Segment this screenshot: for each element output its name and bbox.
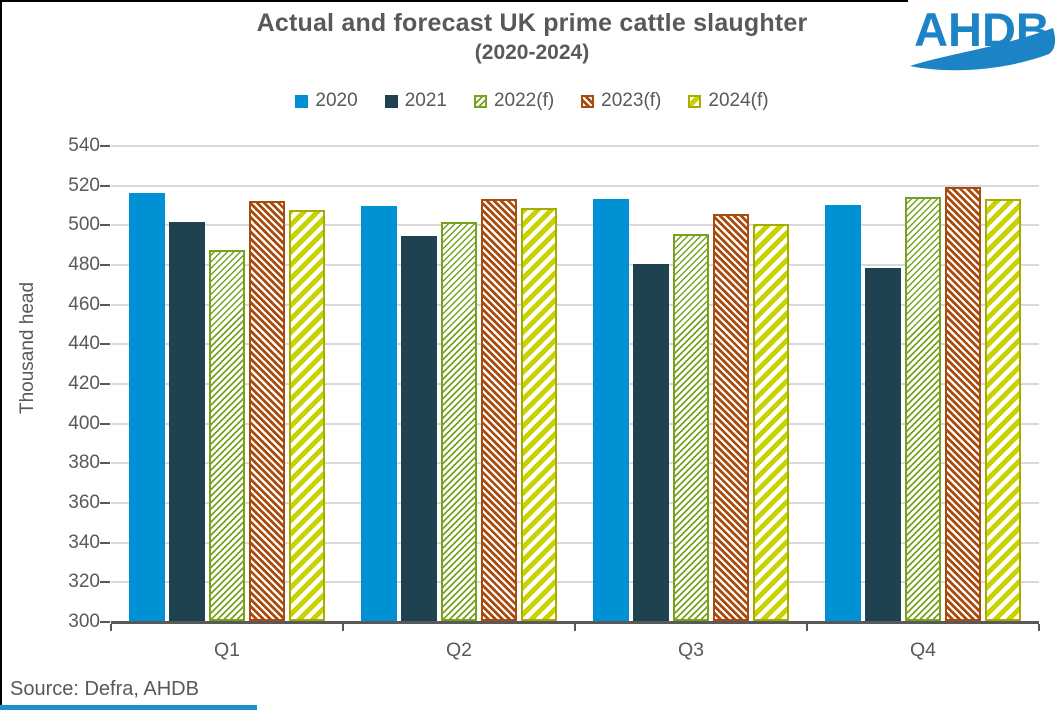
y-tick-label-380: 380 <box>68 452 100 474</box>
y-tick-mark-300 <box>100 621 110 623</box>
y-tick-label-540: 540 <box>68 135 100 156</box>
y-tick-mark-340 <box>100 541 110 544</box>
legend-item-2020: 2020 <box>295 90 358 112</box>
gridline-460 <box>111 303 1039 306</box>
legend-swatch-2022(f) <box>473 94 487 108</box>
y-tick-label-500: 500 <box>68 214 100 236</box>
x-axis-label-Q4: Q4 <box>909 639 936 661</box>
y-tick-label-300: 300 <box>68 611 100 632</box>
legend-label-2022(f): 2022(f) <box>493 90 555 111</box>
ahdb-logo-wave <box>910 28 1056 71</box>
y-tick-label-520: 520 <box>68 174 100 196</box>
bar-2023(f)-Q2 <box>481 198 517 621</box>
bar-2022(f)-Q1 <box>209 250 245 621</box>
bar-2022(f)-Q2 <box>441 222 477 621</box>
bar-2021-Q2 <box>401 236 437 621</box>
x-axis-label-Q3: Q3 <box>677 639 704 661</box>
bar-2024(f)-Q1 <box>289 210 325 621</box>
y-tick-label-360: 360 <box>68 492 100 513</box>
bar-group-Q1 <box>111 145 343 621</box>
y-tick-mark-320 <box>100 581 110 584</box>
gridline-500 <box>111 224 1039 227</box>
bar-2021-Q4 <box>865 267 901 621</box>
bar-group-Q3 <box>575 145 807 621</box>
chart-subtitle: (2020-2024) <box>474 41 590 64</box>
chart-legend: 2020 2021 2022(f) 2023(f) 2024(f) <box>0 90 1064 112</box>
top-border-line <box>0 0 908 2</box>
bar-2023(f)-Q3 <box>713 214 749 621</box>
bar-group-Q2 <box>343 145 575 621</box>
left-border-line <box>0 0 2 710</box>
y-tick-label-440: 440 <box>68 333 100 355</box>
y-tick-label-320: 320 <box>68 571 100 593</box>
gridline-400 <box>111 422 1039 425</box>
x-axis-label-Q1: Q1 <box>213 639 240 661</box>
y-tick-mark-460 <box>100 303 110 306</box>
legend-label-2023(f): 2023(f) <box>601 90 662 111</box>
y-tick-mark-380 <box>100 462 110 465</box>
gridline-380 <box>111 462 1039 465</box>
bar-2021-Q1 <box>169 222 205 621</box>
legend-label-2020: 2020 <box>315 90 358 111</box>
bar-2024(f)-Q3 <box>753 224 789 621</box>
ahdb-logo-graphic: AHDB <box>910 3 1056 71</box>
y-tick-mark-400 <box>100 422 110 425</box>
chart-title: Actual and forecast UK prime cattle slau… <box>256 9 808 37</box>
bar-2023(f)-Q1 <box>249 200 285 621</box>
y-tick-mark-500 <box>100 224 110 227</box>
bar-2024(f)-Q4 <box>985 198 1021 621</box>
y-tick-mark-540 <box>100 145 110 147</box>
gridline-520 <box>111 184 1039 187</box>
y-tick-mark-440 <box>100 343 110 346</box>
gridline-360 <box>111 502 1039 504</box>
legend-item-2024(f): 2024(f) <box>688 90 769 112</box>
gridline-440 <box>111 343 1039 346</box>
legend-item-2021: 2021 <box>384 90 447 112</box>
gridline-340 <box>111 541 1039 544</box>
legend-label-2024(f): 2024(f) <box>708 90 769 111</box>
source-note: Source: Defra, AHDB <box>10 678 199 700</box>
y-tick-mark-520 <box>100 184 110 187</box>
legend-item-2023(f): 2023(f) <box>581 90 661 112</box>
bar-2020-Q2 <box>361 206 397 621</box>
bottom-blue-strip <box>0 705 257 710</box>
ahdb-logo: AHDB <box>906 2 1058 82</box>
bar-2020-Q1 <box>129 192 165 621</box>
bar-2020-Q3 <box>593 198 629 621</box>
x-axis-label-Q2: Q2 <box>445 639 472 661</box>
legend-label-2021: 2021 <box>404 90 447 111</box>
bar-2022(f)-Q4 <box>905 196 941 621</box>
y-tick-label-400: 400 <box>68 412 100 434</box>
gridline-420 <box>111 383 1039 385</box>
bar-2024(f)-Q2 <box>521 208 557 621</box>
legend-item-2022(f): 2022(f) <box>473 90 555 112</box>
legend-swatch-2020 <box>295 94 309 108</box>
x-axis-tick-0 <box>110 624 112 631</box>
gridline-480 <box>111 264 1039 266</box>
legend-swatch-2024(f) <box>688 94 702 108</box>
y-tick-label-420: 420 <box>68 373 100 394</box>
x-axis-tick-1 <box>342 624 344 631</box>
y-axis-title: Thousand head <box>17 281 38 415</box>
gridline-540 <box>111 145 1039 147</box>
bar-group-Q4 <box>807 145 1039 621</box>
y-tick-mark-420 <box>100 383 110 385</box>
bar-2021-Q3 <box>633 264 669 621</box>
y-tick-label-480: 480 <box>68 254 100 275</box>
x-axis-tick-4 <box>1038 624 1040 631</box>
y-tick-label-340: 340 <box>68 531 100 553</box>
y-tick-label-460: 460 <box>68 293 100 315</box>
bar-2022(f)-Q3 <box>673 234 709 621</box>
legend-swatch-2021 <box>384 94 398 108</box>
y-tick-mark-480 <box>100 264 110 266</box>
gridline-320 <box>111 581 1039 584</box>
bar-2023(f)-Q4 <box>945 186 981 621</box>
x-axis-tick-2 <box>574 624 576 631</box>
legend-swatch-2023(f) <box>581 94 595 108</box>
y-tick-mark-360 <box>100 502 110 504</box>
x-axis-tick-3 <box>806 624 808 631</box>
bar-2020-Q4 <box>825 204 861 621</box>
plot-area <box>111 145 1039 624</box>
